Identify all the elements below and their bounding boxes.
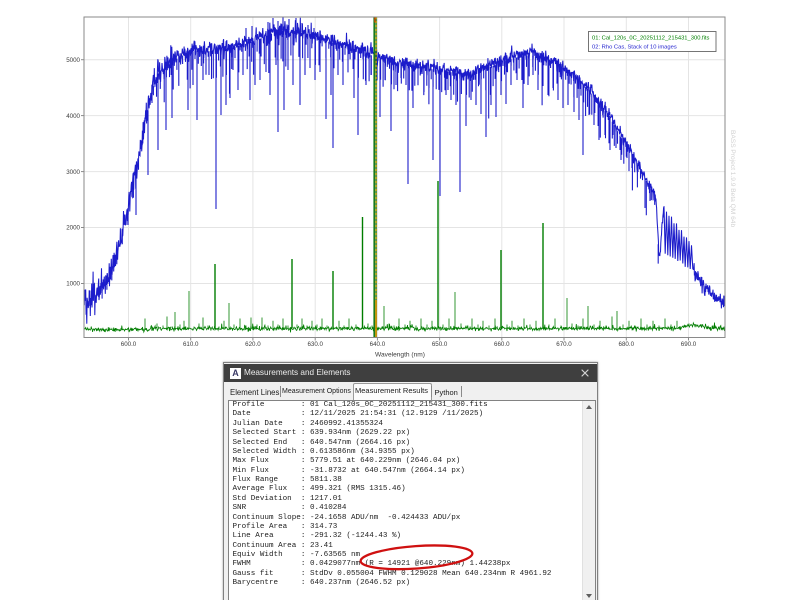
svg-text:BASS Project 1.9.9 Beta QM 64: BASS Project 1.9.9 Beta QM 64b <box>729 130 736 227</box>
svg-text:670.0: 670.0 <box>556 341 572 348</box>
svg-text:630.0: 630.0 <box>307 341 323 348</box>
svg-text:02: Rho Cas, Stack of 10 image: 02: Rho Cas, Stack of 10 images <box>592 45 677 51</box>
svg-text:5000: 5000 <box>66 57 80 64</box>
svg-text:4000: 4000 <box>66 113 80 120</box>
svg-text:600.0: 600.0 <box>121 341 137 348</box>
svg-text:610.0: 610.0 <box>183 341 199 348</box>
svg-text:2000: 2000 <box>66 225 80 232</box>
svg-text:690.0: 690.0 <box>681 341 697 348</box>
svg-text:650.0: 650.0 <box>432 341 448 348</box>
svg-text:680.0: 680.0 <box>619 341 635 348</box>
svg-text:1000: 1000 <box>66 281 80 288</box>
svg-text:01: Cal_120s_0C_20251112_21543: 01: Cal_120s_0C_20251112_215431_300.fits <box>592 36 710 42</box>
svg-text:3000: 3000 <box>66 169 80 176</box>
svg-text:Wavelength (nm): Wavelength (nm) <box>375 351 425 358</box>
svg-text:640.0: 640.0 <box>370 341 386 348</box>
svg-text:620.0: 620.0 <box>245 341 261 348</box>
svg-text:660.0: 660.0 <box>494 341 510 348</box>
